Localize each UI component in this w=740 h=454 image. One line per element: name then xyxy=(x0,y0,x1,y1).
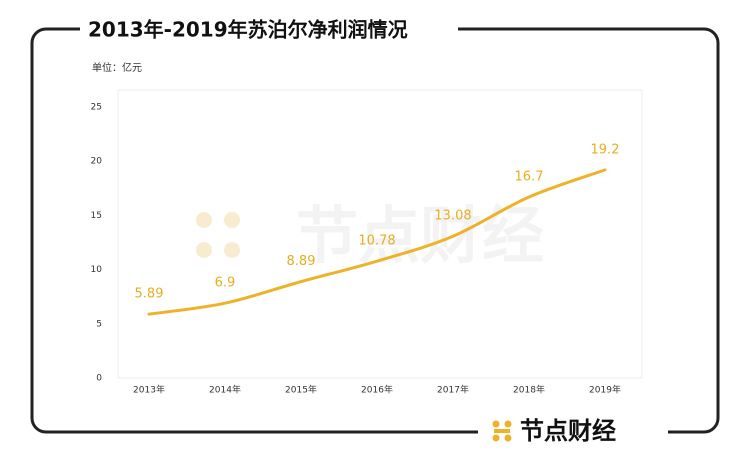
data-label: 16.7 xyxy=(515,169,544,184)
watermark-logo xyxy=(196,212,240,258)
x-tick-label: 2019年 xyxy=(589,384,621,396)
y-tick-label: 10 xyxy=(91,265,103,275)
x-tick-label: 2013年 xyxy=(133,384,165,396)
watermark: 节点财经 xyxy=(296,199,544,272)
data-label: 6.9 xyxy=(215,276,236,291)
y-tick-label: 5 xyxy=(96,319,102,329)
unit-label: 单位：亿元 xyxy=(92,61,142,74)
plot-frame xyxy=(117,89,643,379)
y-tick-label: 25 xyxy=(91,103,102,113)
brand: 节点财经 xyxy=(520,417,616,445)
x-tick-label: 2015年 xyxy=(285,384,317,396)
line xyxy=(147,168,607,316)
data-label: 5.89 xyxy=(135,287,164,302)
y-tick-label: 0 xyxy=(96,374,102,384)
x-tick-label: 2017年 xyxy=(437,384,469,396)
x-tick-label: 2016年 xyxy=(361,384,393,396)
data-label: 8.89 xyxy=(287,254,316,269)
brand-logo xyxy=(492,420,512,442)
data-label: 10.78 xyxy=(358,234,395,249)
x-tick-label: 2014年 xyxy=(209,384,241,396)
chart-title: 2013年-2019年苏泊尔净利润情况 xyxy=(88,18,408,42)
x-tick-label: 2018年 xyxy=(513,384,545,396)
y-tick-label: 15 xyxy=(91,211,102,221)
y-tick-label: 20 xyxy=(91,157,103,167)
data-label: 13.08 xyxy=(434,209,471,224)
data-label: 19.2 xyxy=(591,142,620,157)
title-backdrop xyxy=(80,14,458,46)
